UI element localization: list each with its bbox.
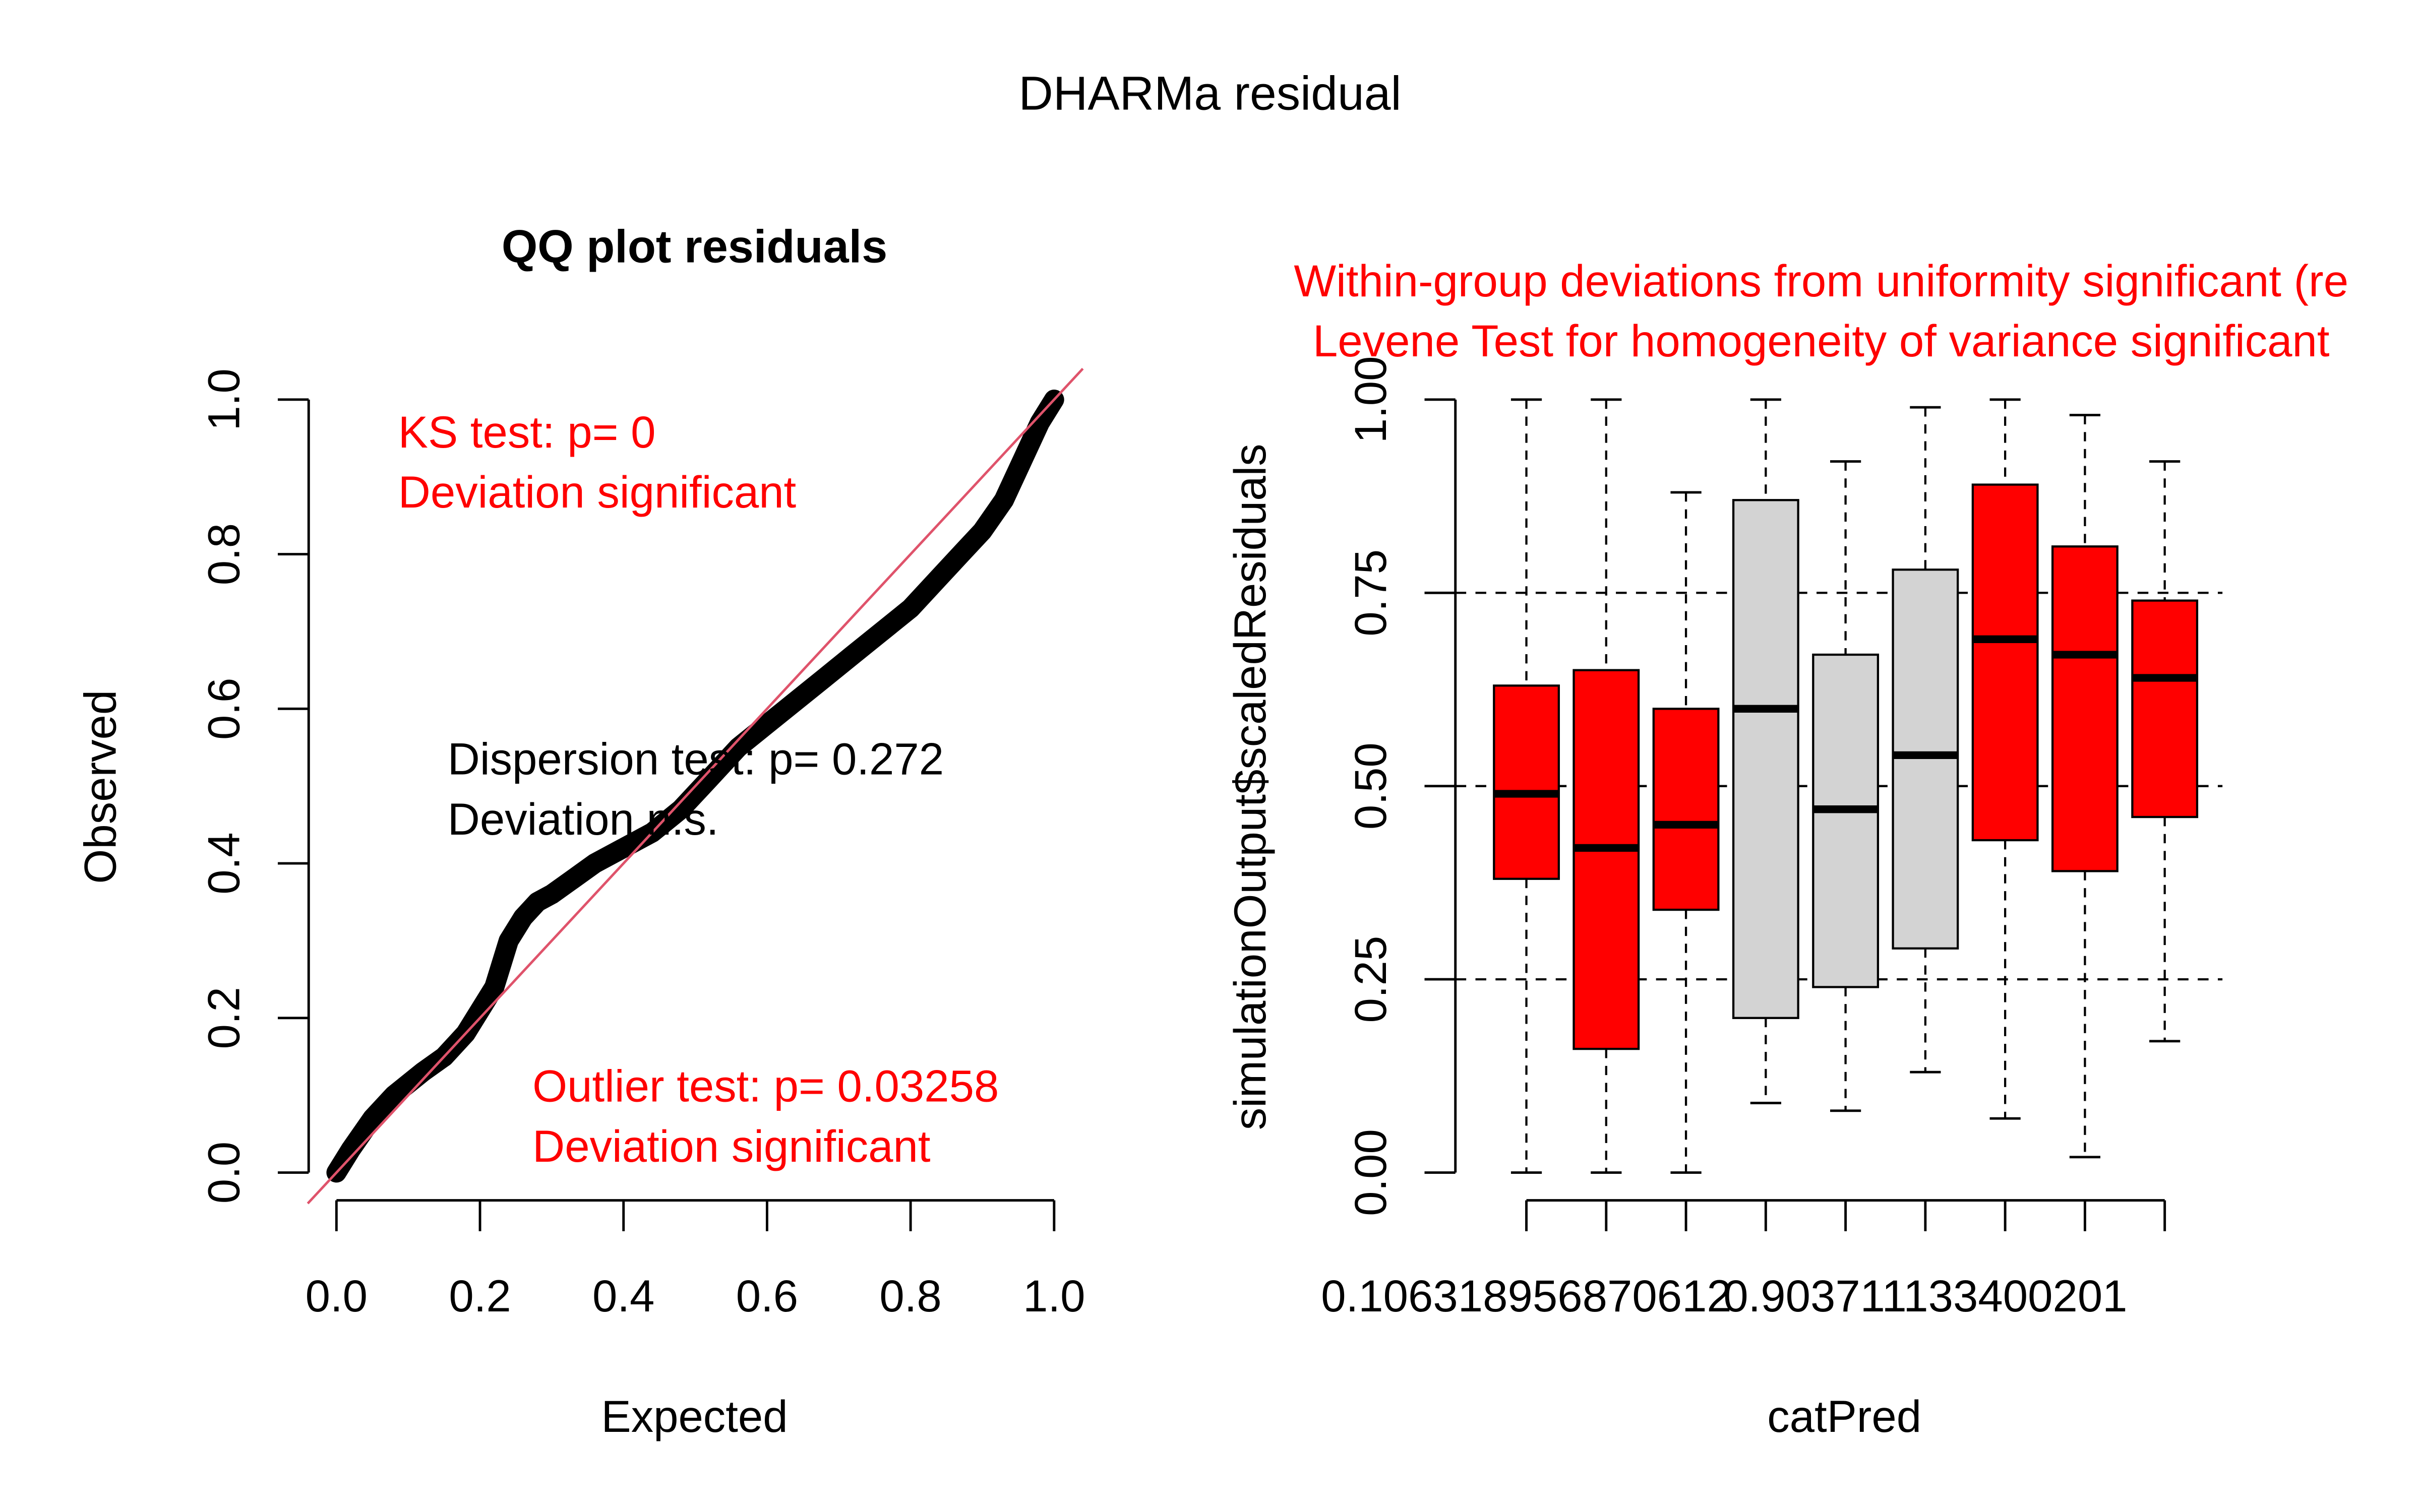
boxplot-group	[1652, 491, 1720, 1174]
boxplot-box	[1971, 483, 2039, 842]
qq-y-tick-label: 1.0	[199, 368, 249, 430]
qq-x-tick-label: 0.2	[449, 1271, 511, 1321]
boxplot-group	[1493, 398, 1560, 1174]
boxplot-group	[2131, 460, 2199, 1043]
boxplot-box	[1892, 569, 1959, 950]
boxplot-x-tick-label: 0.903711133400201	[1723, 1271, 2127, 1321]
boxplot-y-tick-label: 1.00	[1346, 356, 1396, 443]
boxplot: Within-group deviations from uniformity …	[1225, 256, 2348, 1441]
boxplot-group	[2051, 414, 2119, 1159]
qq-y-label: Observed	[76, 690, 126, 884]
boxplot-box	[1652, 708, 1720, 911]
qq-y-tick-label: 0.4	[199, 832, 249, 894]
qq-x-tick-label: 0.6	[736, 1271, 798, 1321]
boxplot-y-tick-label: 0.25	[1346, 936, 1396, 1023]
qq-y-axis: 0.0 0.2 0.4 0.6 0.8 1.0	[199, 368, 310, 1204]
ks-test-text: KS test: p= 0	[398, 407, 656, 457]
boxplot-x-label: catPred	[1767, 1392, 1921, 1441]
boxplot-y-tick-label: 0.00	[1346, 1129, 1396, 1216]
boxplot-box	[2131, 599, 2199, 818]
boxplot-group	[1971, 398, 2039, 1120]
boxplot-box	[1493, 684, 1560, 880]
boxplot-group	[1892, 406, 1959, 1074]
boxplot-group	[1732, 398, 1799, 1104]
boxplot-box	[1572, 669, 1640, 1050]
qq-x-tick-label: 0.0	[306, 1271, 368, 1321]
boxplot-y-label: simulationOutput$scaledResiduals	[1225, 444, 1275, 1130]
boxplot-title-line1: Within-group deviations from uniformity …	[1294, 256, 2348, 306]
outlier-deviation-text: Deviation significant	[532, 1121, 931, 1171]
qq-y-tick-label: 0.0	[199, 1142, 249, 1204]
boxplot-box	[2051, 545, 2119, 872]
qq-plot: QQ plot residuals 0.0 0.2 0.4 0.6 0.8 1.0 0.0…	[76, 221, 1085, 1441]
qq-x-axis: 0.0 0.2 0.4 0.6 0.8 1.0	[306, 1199, 1085, 1321]
qq-y-tick-label: 0.2	[199, 987, 249, 1049]
qq-y-tick-label: 0.6	[199, 678, 249, 740]
figure-title: DHARMa residual	[1018, 67, 1401, 120]
outlier-test-text: Outlier test: p= 0.03258	[532, 1061, 999, 1111]
boxplot-group	[1572, 398, 1640, 1174]
qq-x-tick-label: 0.8	[879, 1271, 941, 1321]
qq-title: QQ plot residuals	[502, 221, 887, 272]
qq-x-tick-label: 0.4	[592, 1271, 654, 1321]
boxplot-box	[1812, 653, 1880, 988]
boxplot-y-tick-label: 0.75	[1346, 549, 1396, 637]
qq-x-tick-label: 1.0	[1023, 1271, 1085, 1321]
boxplot-group	[1812, 460, 1880, 1112]
qq-y-tick-label: 0.8	[199, 523, 249, 585]
boxplot-y-axis: 0.00 0.25 0.50 0.75 1.00	[1346, 356, 1457, 1216]
boxplot-boxes	[1493, 398, 2199, 1174]
qq-reference-line	[307, 367, 1084, 1205]
boxplot-x-tick-label: 0.106318956870612	[1321, 1271, 1732, 1321]
qq-x-label: Expected	[601, 1392, 788, 1441]
dispersion-test-text: Dispersion test: p= 0.272	[448, 734, 944, 784]
dispersion-deviation-text: Deviation n.s.	[448, 794, 719, 844]
boxplot-title-line2: Levene Test for homogeneity of variance …	[1313, 316, 2330, 366]
boxplot-y-tick-label: 0.50	[1346, 742, 1396, 830]
ks-deviation-text: Deviation significant	[398, 467, 797, 517]
boxplot-box	[1732, 499, 1799, 1019]
